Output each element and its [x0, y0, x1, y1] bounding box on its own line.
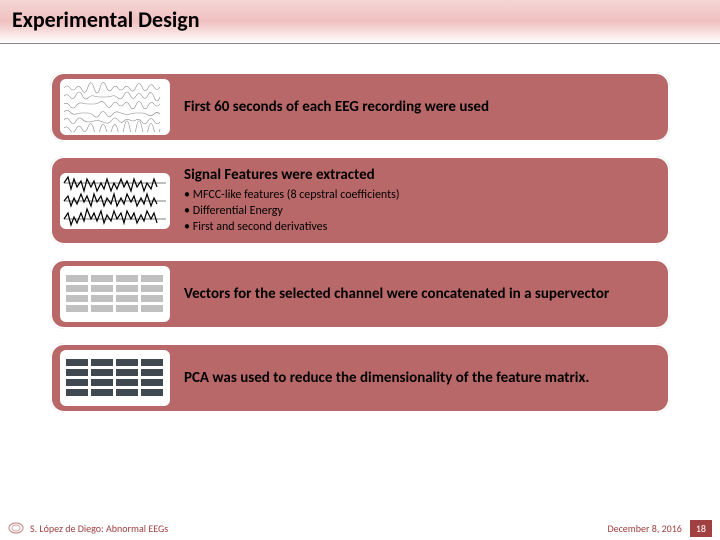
card-body: First 60 seconds of each EEG recording w…: [184, 94, 664, 121]
card-3: PCA was used to reduce the dimensionalit…: [50, 343, 670, 413]
card-title: Signal Features were extracted: [184, 166, 656, 185]
slide-header: Experimental Design: [0, 0, 720, 44]
card-body: Vectors for the selected channel were co…: [184, 281, 664, 308]
card-body: Signal Features were extracted MFCC-like…: [184, 162, 664, 239]
footer-date: December 8, 2016: [607, 522, 681, 535]
slide-content: First 60 seconds of each EEG recording w…: [0, 44, 720, 423]
footer-page: 18: [690, 520, 712, 537]
card-1: Signal Features were extracted MFCC-like…: [50, 156, 670, 245]
bullet-item: MFCC-like features (8 cepstral coefficie…: [184, 187, 656, 203]
matrix-dark-icon: [60, 350, 170, 406]
card-title: PCA was used to reduce the dimensionalit…: [184, 369, 656, 388]
eeg-waves-icon: [60, 79, 170, 135]
bullet-item: First and second derivatives: [184, 219, 656, 235]
slide-title: Experimental Design: [12, 6, 708, 33]
bullet-item: Differential Energy: [184, 203, 656, 219]
card-0: First 60 seconds of each EEG recording w…: [50, 72, 670, 142]
card-title: Vectors for the selected channel were co…: [184, 285, 656, 304]
card-bullets: MFCC-like features (8 cepstral coefficie…: [184, 187, 656, 236]
footer-left: S. López de Diego: Abnormal EEGs: [8, 521, 168, 535]
card-2: Vectors for the selected channel were co…: [50, 259, 670, 329]
footer-author: S. López de Diego: Abnormal EEGs: [30, 522, 168, 535]
matrix-light-icon: [60, 266, 170, 322]
footer-right: December 8, 2016 18: [607, 520, 712, 537]
card-body: PCA was used to reduce the dimensionalit…: [184, 365, 664, 392]
logo-icon: [8, 521, 24, 535]
card-title: First 60 seconds of each EEG recording w…: [184, 98, 656, 117]
slide-footer: S. López de Diego: Abnormal EEGs Decembe…: [0, 516, 720, 540]
signal-multi-icon: [60, 173, 170, 229]
